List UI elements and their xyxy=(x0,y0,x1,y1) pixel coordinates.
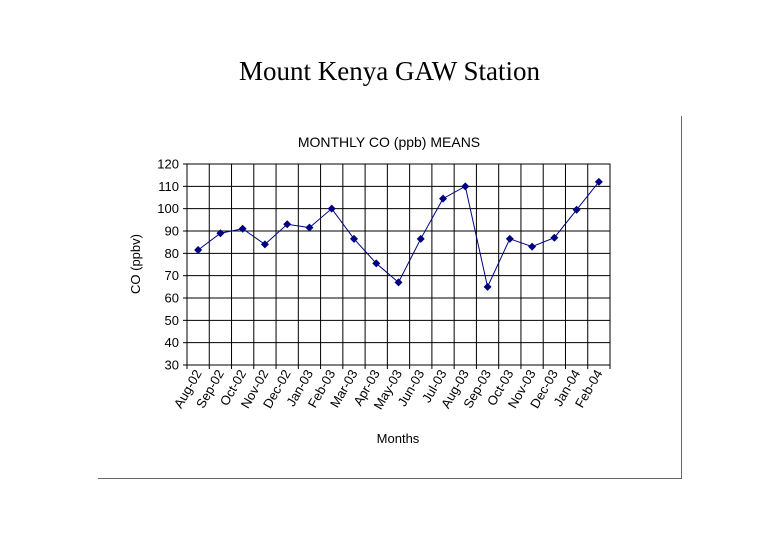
data-point xyxy=(439,194,448,203)
y-tick-label: 50 xyxy=(165,313,179,328)
data-point xyxy=(216,229,225,238)
grid xyxy=(183,163,611,369)
data-point xyxy=(483,282,492,291)
data-point xyxy=(238,224,247,233)
data-point xyxy=(349,234,358,243)
series xyxy=(194,177,603,291)
data-point xyxy=(394,278,403,287)
y-axis-label: CO (ppbv) xyxy=(128,234,143,294)
plot-area-border xyxy=(186,163,611,366)
data-point xyxy=(260,240,269,249)
data-point xyxy=(283,220,292,229)
data-point xyxy=(550,233,559,242)
data-point xyxy=(461,182,470,191)
data-point xyxy=(594,177,603,186)
x-axis-label: Months xyxy=(377,431,420,446)
y-tick-label: 90 xyxy=(165,224,179,239)
y-tick-label: 40 xyxy=(165,335,179,350)
data-point xyxy=(572,205,581,214)
y-tick-label: 100 xyxy=(157,201,179,216)
data-point xyxy=(416,234,425,243)
y-tick-label: 70 xyxy=(165,268,179,283)
y-tick-label: 80 xyxy=(165,246,179,261)
data-point xyxy=(372,259,381,268)
series-line xyxy=(197,181,600,289)
data-point xyxy=(305,223,314,232)
data-point xyxy=(327,204,336,213)
chart-frame xyxy=(98,116,682,479)
y-tick-label: 120 xyxy=(157,157,179,172)
data-point xyxy=(505,234,514,243)
data-point xyxy=(194,245,203,254)
data-point xyxy=(528,242,537,251)
y-tick-label: 60 xyxy=(165,291,179,306)
chart-title: MONTHLY CO (ppb) MEANS xyxy=(298,134,480,150)
tick-labels: 30405060708090100110120Aug-02Sep-02Oct-0… xyxy=(157,157,605,413)
y-tick-label: 110 xyxy=(158,179,179,194)
page-title: Mount Kenya GAW Station xyxy=(238,56,541,86)
y-tick-label: 30 xyxy=(165,358,179,373)
